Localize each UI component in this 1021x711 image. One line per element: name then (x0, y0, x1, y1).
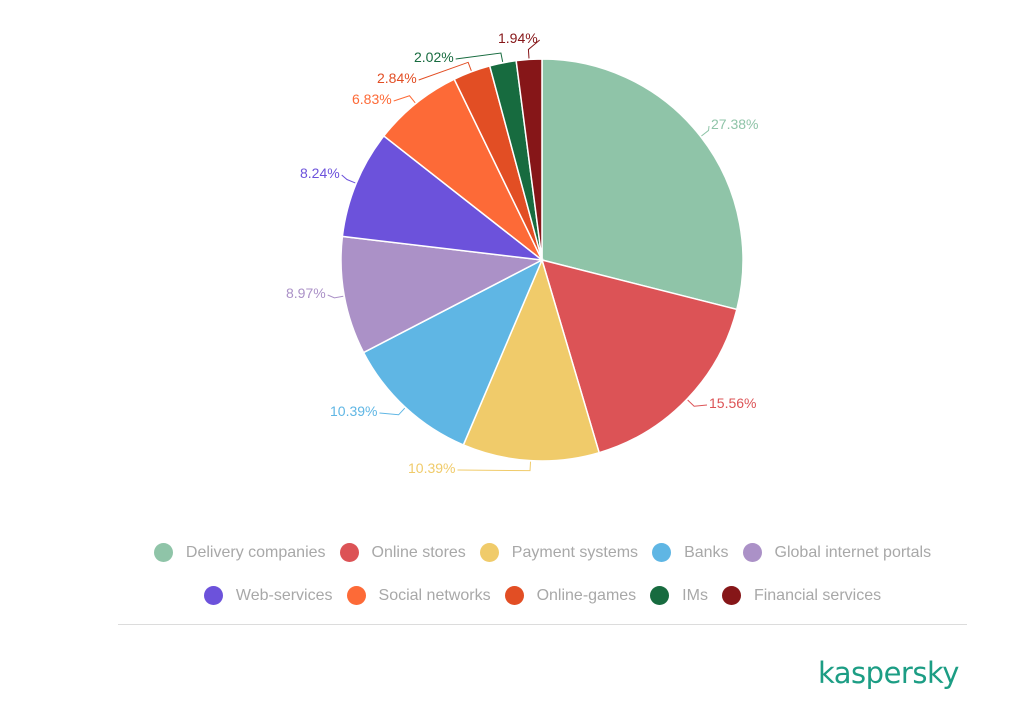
legend-row-2: Web-services Social networks Online-games I… (0, 586, 1021, 605)
pie-slice (341, 134, 545, 262)
legend-label: Global internet portals (774, 543, 932, 561)
slice-data-label: 2.84% (377, 70, 417, 86)
leader-line (341, 174, 356, 184)
legend-swatch (339, 543, 359, 562)
legend-item[interactable]: Delivery companies (153, 543, 326, 562)
legend-label: Online stores (371, 543, 466, 561)
legend-item[interactable]: Web-services (203, 586, 333, 605)
legend-label: Web-services (235, 586, 333, 604)
legend-item[interactable]: Financial services (721, 586, 882, 605)
legend-swatch (346, 586, 366, 605)
pie-slice (362, 258, 544, 446)
pie-slice (541, 58, 744, 311)
legend-swatch (721, 586, 741, 605)
legend-label: IMs (682, 586, 708, 604)
legend-item[interactable]: Social networks (346, 586, 491, 605)
legend-swatch (153, 543, 173, 562)
slice-data-label: 8.24% (300, 165, 340, 181)
legend-label: Financial services (753, 586, 882, 604)
legend-swatch (742, 543, 762, 562)
legend-label: Payment systems (511, 543, 639, 561)
leader-line (327, 294, 344, 299)
legend-label: Banks (684, 543, 729, 561)
slice-data-label: 15.56% (709, 395, 756, 411)
legend-item[interactable]: IMs (650, 586, 708, 605)
legend-item[interactable]: Online stores (339, 543, 466, 562)
legend-item[interactable]: Global internet portals (742, 543, 932, 562)
leader-line (393, 95, 416, 104)
legend-swatch (504, 586, 524, 605)
legend-item[interactable]: Banks (652, 543, 729, 562)
legend-item[interactable]: Payment systems (479, 543, 639, 562)
leader-line (527, 39, 541, 59)
legend-label: Social networks (378, 586, 491, 604)
leader-line (457, 461, 532, 472)
legend-label: Online-games (536, 586, 637, 604)
legend-item[interactable]: Online-games (504, 586, 637, 605)
kaspersky-logo: kaspersky (818, 656, 959, 690)
legend-row-1: Delivery companies Online stores Payment s… (0, 543, 1021, 562)
slice-data-label: 6.83% (352, 91, 392, 107)
legend-swatch (203, 586, 223, 605)
slice-data-label: 8.97% (286, 285, 326, 301)
pie-slice (340, 235, 545, 354)
pie-slice (515, 58, 543, 261)
slice-data-label: 10.39% (330, 403, 377, 419)
leader-line (418, 61, 472, 81)
leader-line (379, 407, 406, 416)
pie-slice (540, 258, 738, 454)
legend-swatch (479, 543, 499, 562)
leader-line (687, 399, 708, 407)
legend-swatch (650, 586, 670, 605)
legend-label: Delivery companies (185, 543, 326, 561)
slice-data-label: 2.02% (414, 49, 454, 65)
pie-slice (462, 257, 601, 462)
leader-line (701, 125, 710, 137)
divider (118, 624, 967, 625)
slice-data-label: 27.38% (711, 116, 758, 132)
slice-data-label: 1.94% (498, 30, 538, 46)
leader-line (455, 52, 504, 62)
slice-data-label: 10.39% (408, 460, 455, 476)
pie-chart: 27.38% 15.56% 10.39% 10.39% 8.97% 8.24% 6.83% 2… (286, 30, 758, 476)
legend-swatch (652, 543, 672, 562)
